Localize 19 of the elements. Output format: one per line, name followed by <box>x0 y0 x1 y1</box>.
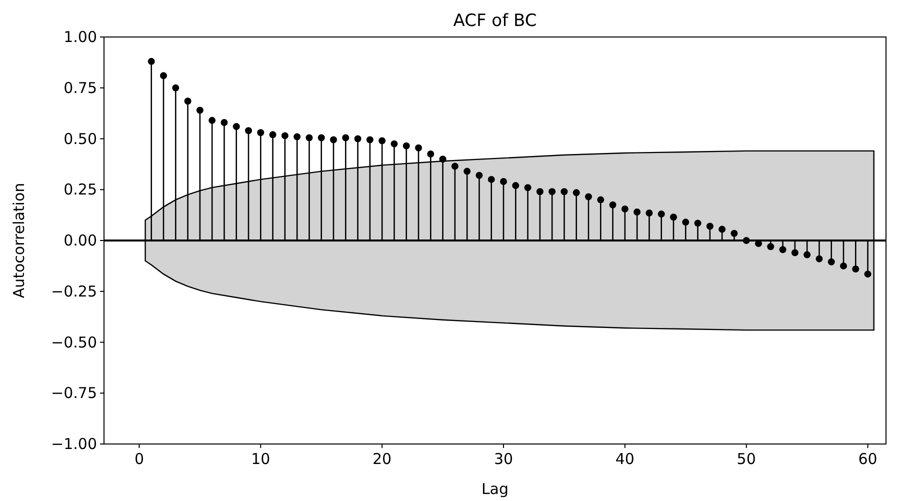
x-tick-label: 50 <box>736 450 756 468</box>
x-tick-label: 60 <box>858 450 878 468</box>
y-tick-label: 0.25 <box>64 180 97 199</box>
x-tick-label: 20 <box>372 450 392 468</box>
x-tick-label: 30 <box>494 450 514 468</box>
chart-title: ACF of BC <box>453 11 537 31</box>
x-axis-title: Lag <box>481 480 509 498</box>
y-tick-label: 0.00 <box>64 232 97 250</box>
y-tick-label: −0.25 <box>51 282 97 300</box>
y-tick-label: 0.75 <box>64 78 97 97</box>
y-tick-label: −0.75 <box>51 384 97 402</box>
y-axis-title: Autocorrelation <box>10 182 28 298</box>
x-tick-label: 0 <box>134 450 144 468</box>
x-tick-label: 10 <box>251 450 270 468</box>
y-tick-label: −1.00 <box>51 435 97 453</box>
y-tick-label: −0.50 <box>51 333 97 352</box>
x-tick-label: 40 <box>615 450 634 468</box>
y-tick-label: 0.50 <box>64 130 97 148</box>
y-tick-label: 1.00 <box>64 28 97 46</box>
